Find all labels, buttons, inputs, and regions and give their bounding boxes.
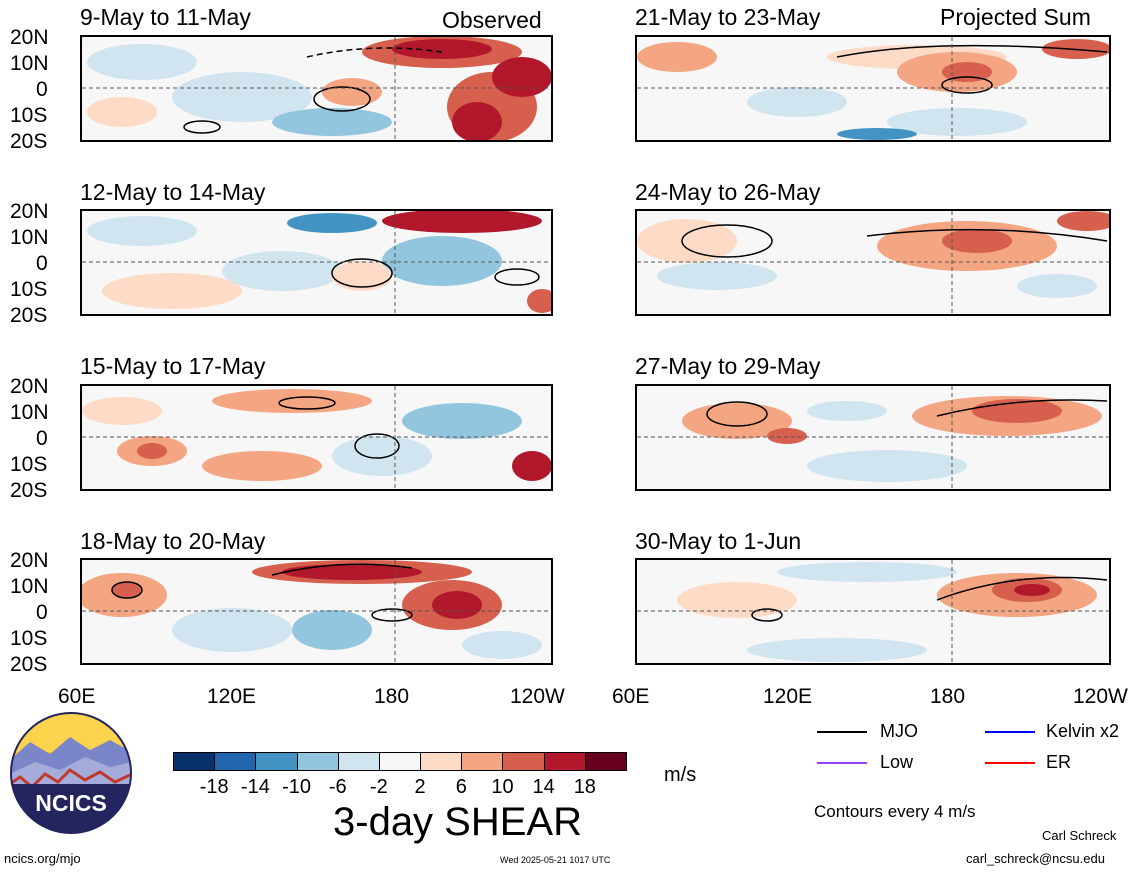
shear-map: [635, 35, 1111, 142]
colorbar-tick-label: -2: [370, 776, 388, 798]
colorbar-cell: [173, 752, 216, 771]
colorbar-cell: [214, 752, 257, 771]
lat-label: 10N: [10, 52, 49, 75]
colorbar-cell: [584, 752, 627, 771]
colorbar-tick-label: 14: [532, 776, 555, 798]
lat-label: 20S: [10, 653, 48, 676]
lat-label: 20S: [10, 130, 48, 153]
lat-label: 10S: [10, 104, 48, 127]
chart-title: 3-day SHEAR: [333, 800, 582, 844]
legend-swatch-kelvin: [985, 731, 1035, 733]
colorbar-cell: [378, 752, 422, 771]
colorbar-tick-label: -18: [199, 776, 229, 798]
lon-label: 120W: [1073, 685, 1128, 708]
lon-label: 60E: [58, 685, 96, 708]
legend-label: MJO: [880, 721, 918, 741]
panel-title: 30-May to 1-Jun: [635, 528, 802, 554]
panel-title: 21-May to 23-May: [635, 4, 821, 30]
colorbar-tick-label: -6: [328, 776, 347, 798]
panel-title: 18-May to 20-May: [80, 528, 266, 554]
legend-swatch-mjo: [817, 731, 867, 733]
lat-label: 20S: [10, 479, 48, 502]
colorbar-cell: [337, 752, 380, 771]
lat-label: 10S: [10, 627, 48, 650]
colorbar-cell: [296, 752, 339, 771]
panel-title: 15-May to 17-May: [80, 353, 266, 379]
lat-label: 10N: [10, 401, 49, 424]
lat-label: 0: [36, 427, 48, 450]
shear-map-field: [82, 37, 551, 140]
colorbar-tick-label: 10: [491, 776, 514, 798]
colorbar-tick-label: 6: [455, 776, 467, 798]
timestamp: Wed 2025-05-21 1017 UTC: [500, 855, 611, 865]
lat-label: 20N: [10, 26, 49, 49]
colorbar-tick-label: 18: [573, 776, 596, 798]
legend-label: ER: [1046, 752, 1072, 772]
colorbar: [173, 752, 627, 771]
colorbar-cell: [502, 752, 545, 771]
lon-label: 120W: [510, 685, 565, 708]
legend-swatch-er: [985, 762, 1035, 764]
colorbar-cell: [420, 752, 463, 771]
lon-label: 120E: [763, 685, 813, 708]
lat-label: 0: [36, 78, 48, 101]
shear-map: [80, 209, 553, 316]
shear-map-field: [82, 211, 551, 314]
lat-label: 10N: [10, 575, 49, 598]
legend-label: Kelvin x2: [1046, 721, 1120, 741]
contour-note: Contours every 4 m/s: [814, 802, 976, 821]
lon-label: 180: [930, 685, 966, 708]
shear-map: [80, 558, 553, 665]
shear-map-field: [637, 560, 1109, 663]
ncics-logo: NCICS: [10, 712, 132, 834]
lat-label: 10N: [10, 226, 49, 249]
panel-title: 27-May to 29-May: [635, 353, 821, 379]
colorbar-tick-label: -14: [240, 776, 270, 798]
shear-map-field: [82, 560, 551, 663]
shear-map: [635, 209, 1111, 316]
lon-label: 60E: [612, 685, 650, 708]
shear-map-field: [637, 211, 1109, 314]
author-email[interactable]: carl_schreck@ncsu.edu: [966, 851, 1105, 866]
shear-map-field: [82, 386, 551, 489]
colorbar-tick-label: 2: [414, 776, 426, 798]
logo-text: NCICS: [35, 790, 107, 816]
author-name: Carl Schreck: [1042, 828, 1117, 843]
legend-swatch-low: [817, 762, 867, 764]
lon-label: 180: [374, 685, 410, 708]
panel-title: 9-May to 11-May: [80, 4, 251, 30]
shear-map: [80, 35, 553, 142]
panel-title: 12-May to 14-May: [80, 179, 266, 205]
colorbar-ticks: -18 -14 -10 -6 -2 2 6 10 14 18: [173, 777, 626, 799]
panel-title: 24-May to 26-May: [635, 179, 821, 205]
colorbar-tick-label: -10: [282, 776, 311, 798]
lat-label: 10S: [10, 453, 48, 476]
observed-label: Observed: [442, 7, 542, 33]
colorbar-cell: [543, 752, 586, 771]
lat-label: 0: [36, 252, 48, 275]
lat-label: 0: [36, 601, 48, 624]
colorbar-cell: [461, 752, 504, 771]
shear-map: [635, 558, 1111, 665]
legend-label: Low: [880, 752, 914, 772]
lat-label: 20N: [10, 200, 49, 223]
units-label: m/s: [664, 764, 697, 786]
site-link[interactable]: ncics.org/mjo: [4, 851, 81, 866]
shear-map: [80, 384, 553, 491]
lat-label: 20S: [10, 304, 48, 327]
ncics-logo-graphic: [10, 712, 132, 834]
shear-map-field: [637, 386, 1109, 489]
lon-label: 120E: [207, 685, 257, 708]
lat-label: 10S: [10, 278, 48, 301]
shear-map: [635, 384, 1111, 491]
lat-label: 20N: [10, 375, 49, 398]
shear-map-field: [637, 37, 1109, 140]
projected-label: Projected Sum: [940, 4, 1091, 30]
lat-label: 20N: [10, 549, 49, 572]
colorbar-cell: [255, 752, 298, 771]
